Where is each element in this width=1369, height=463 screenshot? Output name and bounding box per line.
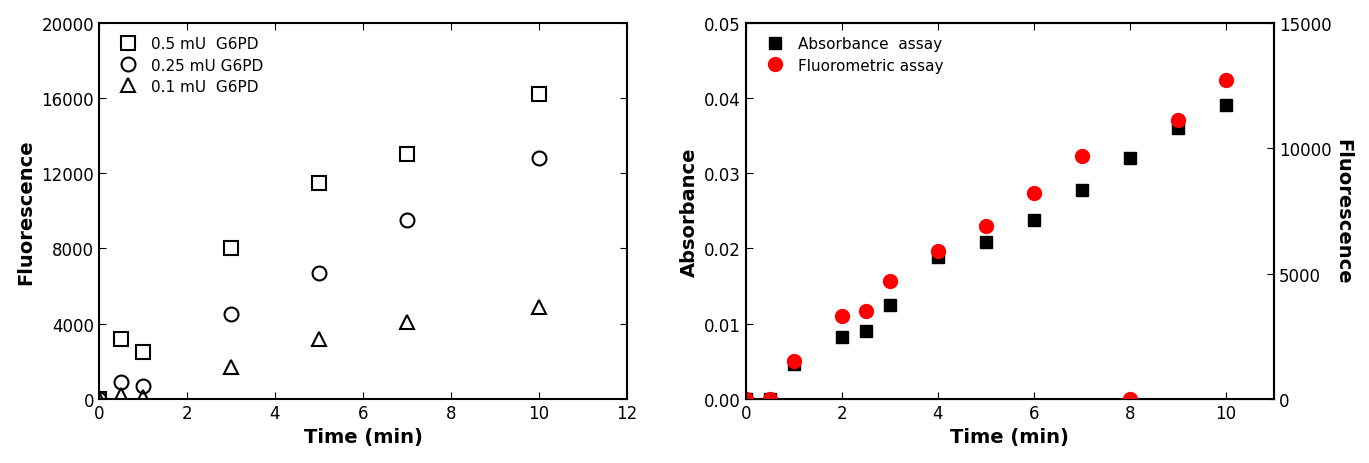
- X-axis label: Time (min): Time (min): [304, 427, 423, 446]
- Absorbance  assay: [1121, 156, 1138, 162]
- 0.1 mU  G6PD: [311, 336, 327, 342]
- Fluorometric assay: [738, 396, 754, 402]
- 0.25 mU G6PD: [531, 156, 548, 162]
- 0.25 mU G6PD: [134, 383, 151, 389]
- 0.1 mU  G6PD: [112, 393, 129, 398]
- 0.25 mU G6PD: [223, 312, 240, 317]
- Legend: 0.5 mU  G6PD, 0.25 mU G6PD, 0.1 mU  G6PD: 0.5 mU G6PD, 0.25 mU G6PD, 0.1 mU G6PD: [107, 31, 270, 100]
- Line: Fluorometric assay: Fluorometric assay: [739, 74, 1233, 406]
- 0.1 mU  G6PD: [223, 364, 240, 370]
- Absorbance  assay: [857, 329, 873, 334]
- Fluorometric assay: [977, 224, 994, 229]
- Fluorometric assay: [882, 279, 898, 284]
- Fluorometric assay: [1073, 154, 1090, 159]
- 0.1 mU  G6PD: [90, 396, 107, 402]
- Y-axis label: Fluorescence: Fluorescence: [1333, 139, 1353, 284]
- 0.25 mU G6PD: [398, 218, 415, 224]
- Legend: Absorbance  assay, Fluorometric assay: Absorbance assay, Fluorometric assay: [753, 31, 949, 80]
- Absorbance  assay: [834, 335, 850, 340]
- Line: Absorbance  assay: Absorbance assay: [739, 100, 1232, 405]
- Absorbance  assay: [738, 396, 754, 402]
- Absorbance  assay: [1169, 126, 1186, 131]
- 0.25 mU G6PD: [112, 379, 129, 385]
- Absorbance  assay: [1218, 103, 1235, 109]
- 0.5 mU  G6PD: [90, 396, 107, 402]
- 0.1 mU  G6PD: [134, 394, 151, 400]
- Absorbance  assay: [786, 361, 802, 367]
- Absorbance  assay: [1025, 218, 1042, 223]
- Absorbance  assay: [977, 240, 994, 246]
- Fluorometric assay: [1121, 396, 1138, 402]
- Fluorometric assay: [1218, 78, 1235, 84]
- Fluorometric assay: [930, 249, 946, 254]
- 0.5 mU  G6PD: [398, 152, 415, 158]
- Y-axis label: Absorbance: Absorbance: [679, 147, 698, 276]
- 0.5 mU  G6PD: [134, 350, 151, 355]
- Line: 0.1 mU  G6PD: 0.1 mU G6PD: [92, 300, 546, 406]
- 0.5 mU  G6PD: [223, 246, 240, 252]
- 0.1 mU  G6PD: [531, 304, 548, 310]
- Fluorometric assay: [761, 396, 778, 402]
- Absorbance  assay: [882, 302, 898, 308]
- Fluorometric assay: [786, 359, 802, 364]
- Y-axis label: Fluorescence: Fluorescence: [16, 139, 36, 284]
- Absorbance  assay: [930, 255, 946, 261]
- Fluorometric assay: [834, 313, 850, 319]
- 0.1 mU  G6PD: [398, 319, 415, 325]
- Fluorometric assay: [857, 309, 873, 314]
- X-axis label: Time (min): Time (min): [950, 427, 1069, 446]
- 0.25 mU G6PD: [311, 270, 327, 276]
- 0.5 mU  G6PD: [112, 336, 129, 342]
- Line: 0.5 mU  G6PD: 0.5 mU G6PD: [92, 88, 546, 406]
- 0.5 mU  G6PD: [311, 181, 327, 186]
- Absorbance  assay: [761, 396, 778, 402]
- Fluorometric assay: [1169, 119, 1186, 124]
- Fluorometric assay: [1025, 191, 1042, 197]
- 0.5 mU  G6PD: [531, 92, 548, 98]
- Absorbance  assay: [1073, 188, 1090, 193]
- 0.25 mU G6PD: [90, 396, 107, 402]
- Line: 0.25 mU G6PD: 0.25 mU G6PD: [92, 152, 546, 406]
